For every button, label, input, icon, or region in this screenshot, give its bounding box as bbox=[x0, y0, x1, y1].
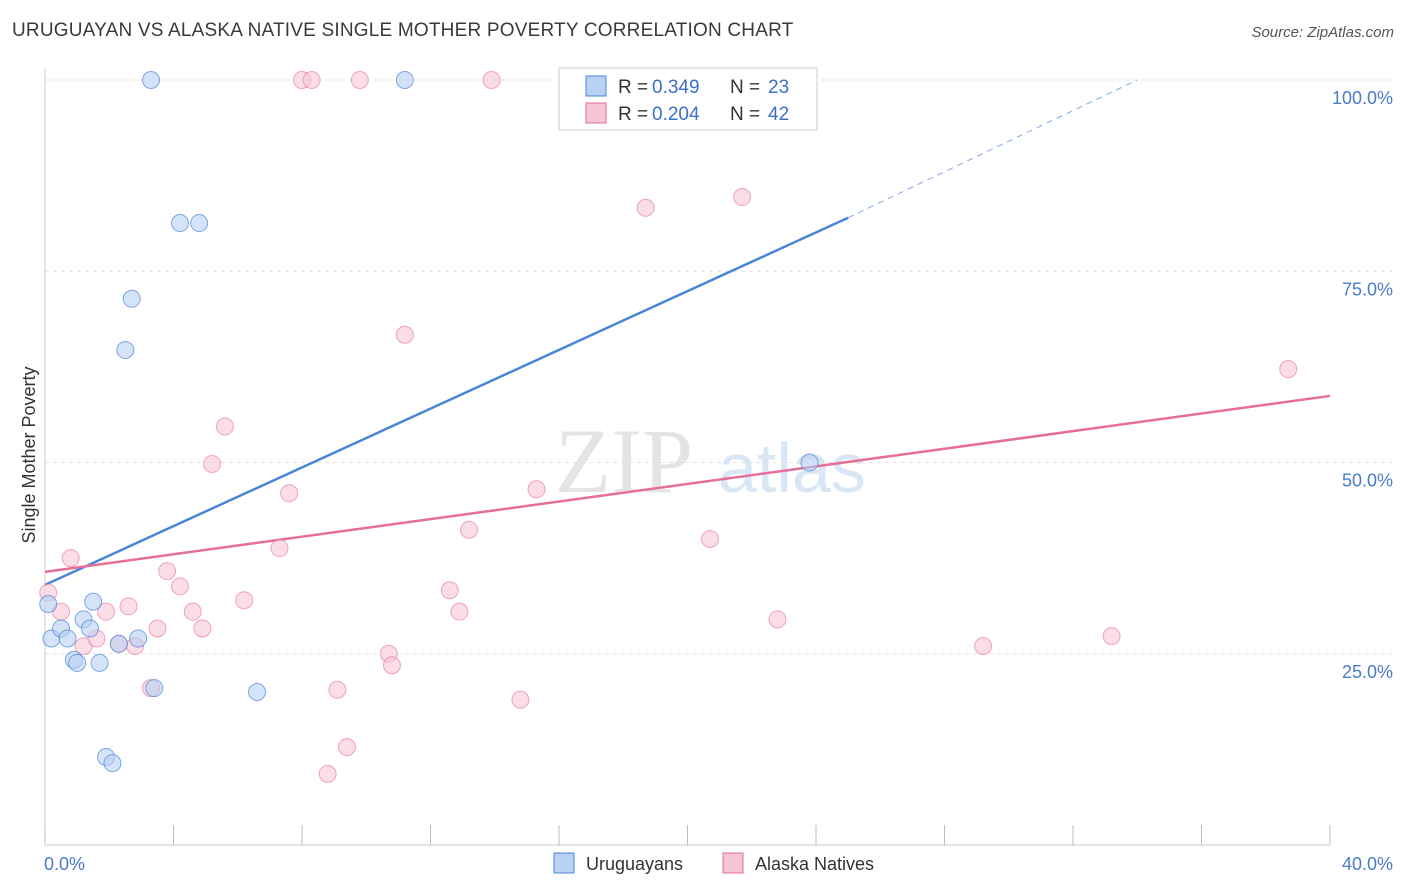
axes: 25.0% 50.0% 75.0% 100.0% 0.0% 40.0% bbox=[44, 68, 1393, 874]
legend-n-value-2: 42 bbox=[768, 104, 789, 125]
point-alaska-natives-31 bbox=[460, 520, 479, 539]
y-axis-label: Single Mother Poverty bbox=[19, 366, 39, 543]
point-uruguayans-14 bbox=[122, 289, 141, 308]
point-uruguayans-15 bbox=[129, 629, 148, 648]
point-uruguayans-19 bbox=[190, 214, 209, 233]
grid-lines bbox=[45, 79, 1395, 655]
source-label: Source: ZipAtlas.com bbox=[1251, 24, 1394, 41]
point-uruguayans-0 bbox=[39, 595, 58, 614]
bottom-legend-swatch-uruguayans bbox=[553, 852, 575, 874]
point-uruguayans-7 bbox=[80, 619, 99, 638]
data-points bbox=[39, 71, 1298, 783]
point-alaska-natives-19 bbox=[280, 484, 299, 503]
x-tick-label-min: 0.0% bbox=[44, 854, 85, 874]
point-alaska-natives-35 bbox=[636, 198, 655, 217]
legend-r-label-2: R = bbox=[618, 104, 648, 125]
point-alaska-natives-27 bbox=[382, 656, 401, 675]
y-tick-label-25: 25.0% bbox=[1342, 662, 1393, 682]
legend-r-value-1: 0.349 bbox=[652, 77, 700, 98]
point-alaska-natives-21 bbox=[302, 71, 321, 89]
point-alaska-natives-22 bbox=[318, 764, 337, 783]
point-uruguayans-3 bbox=[58, 629, 77, 648]
point-alaska-natives-32 bbox=[482, 71, 501, 89]
point-uruguayans-16 bbox=[142, 71, 161, 89]
point-alaska-natives-38 bbox=[768, 610, 787, 629]
legend: R = 0.349 N = 23 R = 0.204 N = 42 bbox=[558, 67, 818, 131]
point-uruguayans-9 bbox=[90, 653, 109, 672]
point-alaska-natives-16 bbox=[215, 417, 234, 436]
legend-swatch-uruguayans bbox=[585, 75, 607, 97]
point-alaska-natives-23 bbox=[328, 680, 347, 699]
legend-n-value-1: 23 bbox=[768, 77, 789, 98]
point-uruguayans-18 bbox=[170, 214, 189, 233]
point-uruguayans-5 bbox=[68, 653, 87, 672]
point-alaska-natives-17 bbox=[235, 591, 254, 610]
point-uruguayans-21 bbox=[395, 71, 414, 89]
point-alaska-natives-24 bbox=[337, 738, 356, 757]
point-alaska-natives-5 bbox=[97, 602, 116, 621]
y-tick-label-100: 100.0% bbox=[1332, 88, 1393, 108]
y-tick-label-75: 75.0% bbox=[1342, 279, 1393, 299]
point-alaska-natives-18 bbox=[270, 539, 289, 558]
bottom-legend-swatch-alaska-natives bbox=[722, 852, 744, 874]
trend-lines bbox=[44, 79, 1331, 587]
point-alaska-natives-37 bbox=[733, 188, 752, 207]
trend-line-alaska-natives bbox=[44, 394, 1331, 574]
point-alaska-natives-25 bbox=[350, 71, 369, 89]
x-tick-label-max: 40.0% bbox=[1342, 854, 1393, 874]
bottom-legend-uruguayans: Uruguayans bbox=[586, 854, 683, 874]
point-alaska-natives-15 bbox=[203, 455, 222, 474]
point-uruguayans-12 bbox=[109, 634, 128, 653]
chart-title: URUGUAYAN VS ALASKA NATIVE SINGLE MOTHER… bbox=[12, 20, 794, 41]
point-alaska-natives-34 bbox=[527, 480, 546, 499]
point-uruguayans-17 bbox=[145, 679, 164, 698]
point-alaska-natives-13 bbox=[183, 602, 202, 621]
point-alaska-natives-14 bbox=[193, 619, 212, 638]
point-uruguayans-22 bbox=[800, 453, 819, 472]
point-alaska-natives-7 bbox=[119, 597, 138, 616]
point-alaska-natives-28 bbox=[395, 325, 414, 344]
bottom-legend: Uruguayans Alaska Natives bbox=[553, 852, 874, 874]
point-alaska-natives-29 bbox=[440, 581, 459, 600]
point-alaska-natives-41 bbox=[1279, 360, 1298, 379]
y-tick-label-50: 50.0% bbox=[1342, 471, 1393, 491]
point-uruguayans-11 bbox=[103, 754, 122, 773]
point-alaska-natives-12 bbox=[170, 577, 189, 596]
legend-r-value-2: 0.204 bbox=[652, 104, 700, 125]
point-alaska-natives-30 bbox=[450, 602, 469, 621]
watermark-atlas: atlas bbox=[718, 429, 866, 507]
watermark-zip: ZIP bbox=[555, 410, 693, 512]
point-uruguayans-8 bbox=[84, 592, 103, 611]
point-uruguayans-13 bbox=[116, 341, 135, 360]
point-uruguayans-20 bbox=[248, 683, 267, 701]
point-alaska-natives-33 bbox=[511, 690, 530, 709]
point-alaska-natives-40 bbox=[1102, 627, 1121, 646]
bottom-legend-alaska-natives: Alaska Natives bbox=[755, 854, 874, 874]
legend-r-label-1: R = bbox=[618, 77, 648, 98]
legend-n-label-2: N = bbox=[730, 104, 760, 125]
point-alaska-natives-39 bbox=[974, 637, 993, 656]
legend-swatch-alaska-natives bbox=[585, 102, 607, 124]
trend-line-uruguayans bbox=[44, 216, 849, 587]
legend-n-label-1: N = bbox=[730, 77, 760, 98]
point-alaska-natives-36 bbox=[700, 530, 719, 548]
point-alaska-natives-11 bbox=[158, 562, 177, 581]
point-alaska-natives-10 bbox=[148, 619, 167, 638]
trend-line-uruguayans-extension bbox=[847, 79, 1138, 219]
point-alaska-natives-2 bbox=[61, 549, 80, 568]
